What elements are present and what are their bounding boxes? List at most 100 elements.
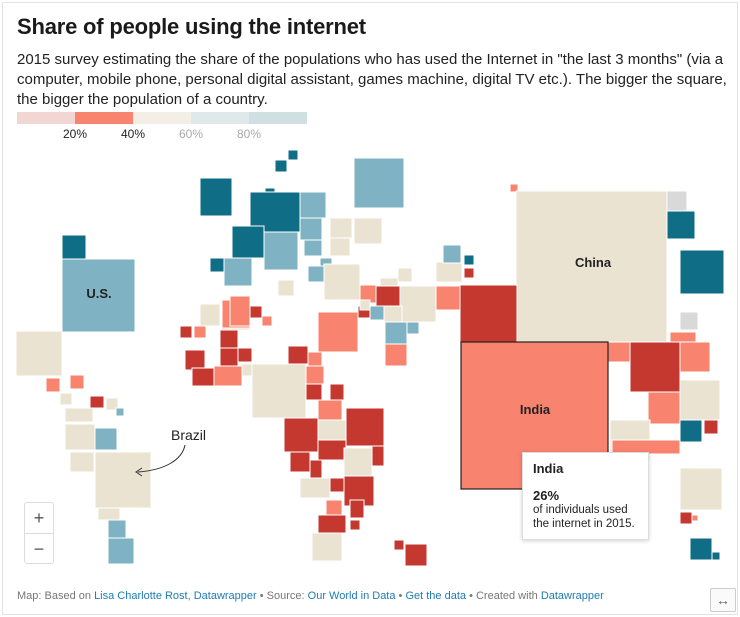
country-tile[interactable]: [231, 225, 265, 259]
country-tile[interactable]: [184, 349, 206, 371]
country-tile[interactable]: [64, 407, 94, 423]
country-tile[interactable]: [359, 299, 371, 311]
country-tile[interactable]: [277, 279, 295, 297]
country-tile[interactable]: [303, 239, 323, 257]
country-tile[interactable]: [666, 210, 696, 240]
country-tile[interactable]: [179, 325, 193, 339]
country-tile[interactable]: [115, 407, 125, 417]
zoom-in-button[interactable]: +: [25, 503, 53, 534]
country-tile[interactable]: [383, 305, 403, 325]
country-tile[interactable]: [274, 159, 288, 173]
country-tile[interactable]: [325, 499, 343, 517]
country-tile[interactable]: [309, 459, 323, 479]
country-tile[interactable]: [329, 237, 351, 257]
country-tile[interactable]: [94, 427, 118, 451]
country-tile[interactable]: [97, 507, 121, 521]
country-tile[interactable]: [679, 467, 723, 511]
country-tile[interactable]: [679, 341, 711, 373]
country-tile[interactable]: [299, 217, 323, 241]
country-tile[interactable]: [69, 374, 85, 390]
country-tile[interactable]: [329, 383, 345, 401]
country-tile[interactable]: [317, 439, 347, 461]
country-tile[interactable]: [64, 423, 96, 451]
country-tile[interactable]: [384, 343, 408, 367]
country-tile[interactable]: [299, 191, 327, 219]
country-tile[interactable]: [61, 234, 87, 260]
country-tile[interactable]: [249, 305, 263, 319]
country-tile[interactable]: [219, 347, 239, 367]
country-tile[interactable]: [463, 254, 475, 266]
country-tile[interactable]: [89, 395, 105, 409]
country-tile[interactable]: [393, 539, 405, 551]
map-credit-link[interactable]: Lisa Charlotte Rost, Datawrapper: [94, 590, 257, 602]
country-tile[interactable]: [193, 325, 207, 339]
country-tile[interactable]: [213, 365, 243, 387]
country-tile[interactable]: [629, 341, 681, 393]
country-tile[interactable]: [442, 244, 462, 264]
country-tile[interactable]: [69, 451, 95, 473]
country-tile[interactable]: [669, 331, 697, 343]
country-tile[interactable]: [647, 391, 681, 425]
country-tile[interactable]: [689, 537, 713, 561]
country-tile[interactable]: [59, 392, 73, 406]
datawrapper-link[interactable]: Datawrapper: [540, 590, 604, 602]
country-tile[interactable]: [223, 257, 253, 287]
country-tile[interactable]: [345, 407, 385, 447]
country-tile[interactable]: [353, 217, 383, 245]
country-tile[interactable]: [353, 157, 405, 209]
country-tile[interactable]: [343, 475, 375, 507]
expand-icon[interactable]: ↔: [710, 588, 736, 612]
country-tile[interactable]: [237, 347, 253, 363]
country-tile[interactable]: [287, 345, 309, 365]
country-tile[interactable]: [287, 149, 299, 161]
country-tile[interactable]: [666, 190, 688, 212]
country-tile[interactable]: [329, 477, 345, 493]
country-tile[interactable]: [515, 190, 668, 343]
country-tile[interactable]: [107, 537, 135, 565]
country-tile[interactable]: [369, 305, 385, 321]
country-tile[interactable]: [607, 341, 631, 363]
country-tile[interactable]: [45, 377, 61, 393]
country-tile[interactable]: [317, 419, 347, 441]
country-tile[interactable]: [251, 363, 307, 419]
country-tile[interactable]: [459, 284, 518, 343]
country-tile[interactable]: [679, 379, 721, 421]
country-tile[interactable]: [397, 267, 413, 283]
country-tile[interactable]: [329, 217, 353, 239]
country-tile[interactable]: [15, 330, 63, 377]
country-tile[interactable]: [289, 451, 311, 473]
country-tile[interactable]: [229, 295, 251, 327]
country-tile[interactable]: [711, 551, 721, 561]
country-tile[interactable]: [209, 257, 225, 273]
country-tile[interactable]: [679, 249, 725, 295]
zoom-out-button[interactable]: −: [33, 539, 45, 559]
country-tile[interactable]: [323, 263, 361, 301]
get-data-link[interactable]: Get the data: [405, 590, 467, 602]
country-tile[interactable]: [509, 183, 519, 193]
country-tile[interactable]: [199, 303, 221, 327]
country-tile[interactable]: [299, 477, 331, 499]
country-tile[interactable]: [679, 511, 693, 525]
country-tile[interactable]: [343, 447, 373, 477]
country-tile[interactable]: [317, 514, 347, 534]
country-tile[interactable]: [317, 311, 359, 353]
country-tile[interactable]: [703, 419, 719, 435]
country-tile[interactable]: [435, 261, 463, 283]
source-link[interactable]: Our World in Data: [307, 590, 396, 602]
country-tile[interactable]: [94, 451, 152, 509]
country-tile[interactable]: [191, 367, 215, 387]
country-tile[interactable]: [404, 543, 428, 567]
country-tile[interactable]: [435, 285, 461, 311]
country-tile[interactable]: [691, 514, 699, 522]
country-tile[interactable]: [371, 445, 385, 467]
country-tile[interactable]: [307, 265, 325, 283]
country-tile[interactable]: [305, 365, 325, 385]
country-tile[interactable]: [305, 383, 323, 401]
country-tile[interactable]: [61, 258, 136, 333]
country-tile[interactable]: [283, 417, 319, 453]
country-tile[interactable]: [311, 532, 343, 562]
country-tile[interactable]: [307, 351, 323, 367]
country-tile[interactable]: [679, 419, 703, 443]
country-tile[interactable]: [199, 177, 233, 217]
